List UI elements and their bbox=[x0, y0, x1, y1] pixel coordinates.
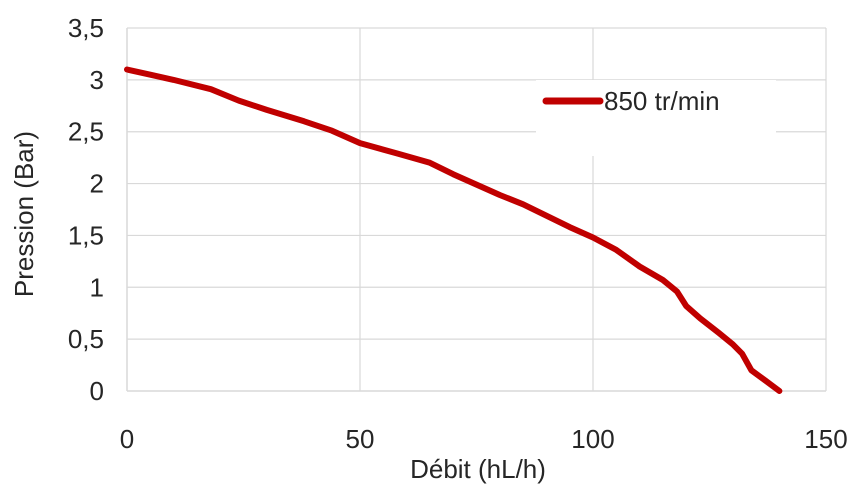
y-tick-label: 2,5 bbox=[68, 117, 104, 147]
y-tick-label: 0,5 bbox=[68, 324, 104, 354]
y-tick-labels: 0 0,5 1 1,5 2 2,5 3 3,5 bbox=[68, 13, 104, 406]
legend: 850 tr/min bbox=[536, 80, 776, 156]
series-line-0 bbox=[124, 66, 783, 394]
x-tick-label: 50 bbox=[346, 424, 375, 454]
y-tick-label: 3,5 bbox=[68, 13, 104, 43]
y-tick-label: 3 bbox=[90, 65, 104, 95]
x-tick-labels: 0 50 100 150 bbox=[120, 424, 848, 454]
series-lines bbox=[124, 66, 783, 394]
legend-background bbox=[536, 80, 776, 156]
x-tick-label: 150 bbox=[804, 424, 847, 454]
y-axis-title: Pression (Bar) bbox=[9, 131, 39, 297]
legend-label-850-tr-min: 850 tr/min bbox=[604, 86, 720, 116]
y-tick-label: 0 bbox=[90, 376, 104, 406]
y-tick-label: 1,5 bbox=[68, 220, 104, 250]
x-tick-label: 100 bbox=[571, 424, 614, 454]
x-axis-title: Débit (hL/h) bbox=[410, 454, 546, 484]
y-tick-label: 2 bbox=[90, 169, 104, 199]
axes bbox=[126, 28, 826, 392]
gridlines bbox=[127, 27, 827, 391]
y-tick-label: 1 bbox=[90, 272, 104, 302]
x-tick-label: 0 bbox=[120, 424, 134, 454]
